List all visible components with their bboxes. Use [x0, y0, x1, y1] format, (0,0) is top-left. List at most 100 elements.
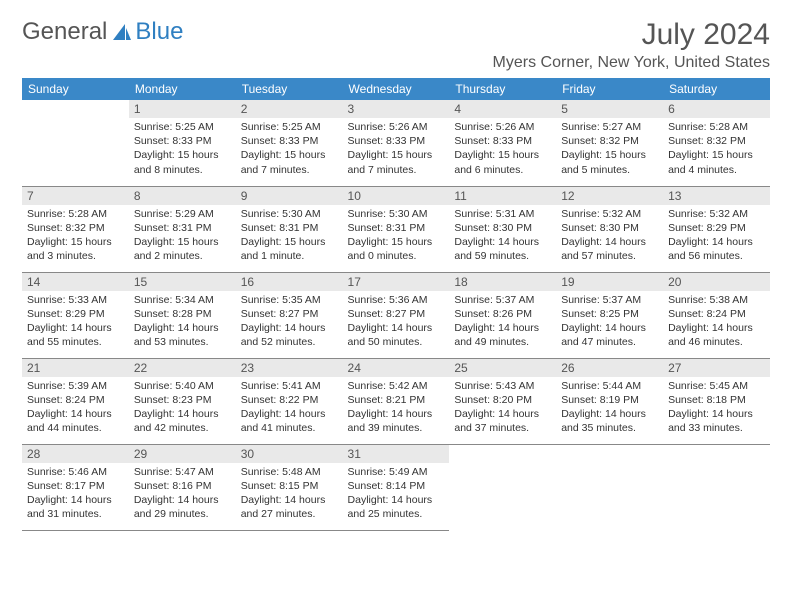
sunset-line: Sunset: 8:25 PM: [561, 307, 658, 321]
calendar-cell: 5Sunrise: 5:27 AMSunset: 8:32 PMDaylight…: [556, 100, 663, 186]
calendar-cell: 14Sunrise: 5:33 AMSunset: 8:29 PMDayligh…: [22, 272, 129, 358]
daylight-line: Daylight: 14 hours and 27 minutes.: [241, 493, 338, 521]
day-details: Sunrise: 5:27 AMSunset: 8:32 PMDaylight:…: [556, 118, 663, 181]
sunrise-line: Sunrise: 5:28 AM: [668, 120, 765, 134]
day-number: 26: [556, 359, 663, 377]
day-number: 20: [663, 273, 770, 291]
day-number: 8: [129, 187, 236, 205]
sunrise-line: Sunrise: 5:31 AM: [454, 207, 551, 221]
calendar-cell: 21Sunrise: 5:39 AMSunset: 8:24 PMDayligh…: [22, 358, 129, 444]
day-number: 29: [129, 445, 236, 463]
daylight-line: Daylight: 14 hours and 55 minutes.: [27, 321, 124, 349]
day-details: Sunrise: 5:29 AMSunset: 8:31 PMDaylight:…: [129, 205, 236, 268]
sunrise-line: Sunrise: 5:25 AM: [241, 120, 338, 134]
day-number: 5: [556, 100, 663, 118]
daylight-line: Daylight: 14 hours and 50 minutes.: [348, 321, 445, 349]
calendar-cell: 4Sunrise: 5:26 AMSunset: 8:33 PMDaylight…: [449, 100, 556, 186]
day-details: Sunrise: 5:37 AMSunset: 8:25 PMDaylight:…: [556, 291, 663, 354]
sunrise-line: Sunrise: 5:28 AM: [27, 207, 124, 221]
sunrise-line: Sunrise: 5:49 AM: [348, 465, 445, 479]
calendar-cell: 12Sunrise: 5:32 AMSunset: 8:30 PMDayligh…: [556, 186, 663, 272]
sunset-line: Sunset: 8:29 PM: [27, 307, 124, 321]
day-number: 7: [22, 187, 129, 205]
sunset-line: Sunset: 8:17 PM: [27, 479, 124, 493]
sunset-line: Sunset: 8:22 PM: [241, 393, 338, 407]
day-number: 2: [236, 100, 343, 118]
sunset-line: Sunset: 8:29 PM: [668, 221, 765, 235]
calendar-cell: 17Sunrise: 5:36 AMSunset: 8:27 PMDayligh…: [343, 272, 450, 358]
daylight-line: Daylight: 14 hours and 42 minutes.: [134, 407, 231, 435]
day-number: 23: [236, 359, 343, 377]
calendar-cell: 16Sunrise: 5:35 AMSunset: 8:27 PMDayligh…: [236, 272, 343, 358]
sunset-line: Sunset: 8:28 PM: [134, 307, 231, 321]
day-number: 24: [343, 359, 450, 377]
weekday-header: Monday: [129, 78, 236, 100]
day-details: Sunrise: 5:34 AMSunset: 8:28 PMDaylight:…: [129, 291, 236, 354]
daylight-line: Daylight: 14 hours and 25 minutes.: [348, 493, 445, 521]
sunset-line: Sunset: 8:16 PM: [134, 479, 231, 493]
calendar-cell: 20Sunrise: 5:38 AMSunset: 8:24 PMDayligh…: [663, 272, 770, 358]
weekday-header: Tuesday: [236, 78, 343, 100]
calendar-cell: 27Sunrise: 5:45 AMSunset: 8:18 PMDayligh…: [663, 358, 770, 444]
day-details: Sunrise: 5:46 AMSunset: 8:17 PMDaylight:…: [22, 463, 129, 526]
sunrise-line: Sunrise: 5:37 AM: [454, 293, 551, 307]
sunrise-line: Sunrise: 5:36 AM: [348, 293, 445, 307]
sunset-line: Sunset: 8:33 PM: [454, 134, 551, 148]
daylight-line: Daylight: 15 hours and 7 minutes.: [241, 148, 338, 176]
day-details: Sunrise: 5:45 AMSunset: 8:18 PMDaylight:…: [663, 377, 770, 440]
calendar-cell: 11Sunrise: 5:31 AMSunset: 8:30 PMDayligh…: [449, 186, 556, 272]
sunrise-line: Sunrise: 5:32 AM: [668, 207, 765, 221]
calendar-cell: 23Sunrise: 5:41 AMSunset: 8:22 PMDayligh…: [236, 358, 343, 444]
daylight-line: Daylight: 14 hours and 35 minutes.: [561, 407, 658, 435]
day-number: 27: [663, 359, 770, 377]
calendar-header-row: SundayMondayTuesdayWednesdayThursdayFrid…: [22, 78, 770, 100]
calendar-cell: 6Sunrise: 5:28 AMSunset: 8:32 PMDaylight…: [663, 100, 770, 186]
calendar-table: SundayMondayTuesdayWednesdayThursdayFrid…: [22, 78, 770, 531]
calendar-cell: 13Sunrise: 5:32 AMSunset: 8:29 PMDayligh…: [663, 186, 770, 272]
daylight-line: Daylight: 14 hours and 39 minutes.: [348, 407, 445, 435]
day-number: 15: [129, 273, 236, 291]
day-details: Sunrise: 5:26 AMSunset: 8:33 PMDaylight:…: [343, 118, 450, 181]
sunset-line: Sunset: 8:31 PM: [241, 221, 338, 235]
day-number: 22: [129, 359, 236, 377]
sunrise-line: Sunrise: 5:45 AM: [668, 379, 765, 393]
day-details: Sunrise: 5:49 AMSunset: 8:14 PMDaylight:…: [343, 463, 450, 526]
brand-word-2: Blue: [135, 18, 183, 46]
day-number: 21: [22, 359, 129, 377]
sunrise-line: Sunrise: 5:34 AM: [134, 293, 231, 307]
day-details: Sunrise: 5:32 AMSunset: 8:29 PMDaylight:…: [663, 205, 770, 268]
day-details: Sunrise: 5:47 AMSunset: 8:16 PMDaylight:…: [129, 463, 236, 526]
brand-logo: General Blue: [22, 18, 183, 46]
calendar-cell: 15Sunrise: 5:34 AMSunset: 8:28 PMDayligh…: [129, 272, 236, 358]
sunset-line: Sunset: 8:24 PM: [27, 393, 124, 407]
sunset-line: Sunset: 8:30 PM: [561, 221, 658, 235]
day-number: 19: [556, 273, 663, 291]
sunset-line: Sunset: 8:27 PM: [348, 307, 445, 321]
day-number: 13: [663, 187, 770, 205]
daylight-line: Daylight: 15 hours and 5 minutes.: [561, 148, 658, 176]
calendar-body: 1Sunrise: 5:25 AMSunset: 8:33 PMDaylight…: [22, 100, 770, 530]
daylight-line: Daylight: 14 hours and 57 minutes.: [561, 235, 658, 263]
weekday-header: Friday: [556, 78, 663, 100]
daylight-line: Daylight: 14 hours and 56 minutes.: [668, 235, 765, 263]
calendar-cell: 29Sunrise: 5:47 AMSunset: 8:16 PMDayligh…: [129, 444, 236, 530]
day-number: 25: [449, 359, 556, 377]
sunset-line: Sunset: 8:31 PM: [348, 221, 445, 235]
day-number: 10: [343, 187, 450, 205]
daylight-line: Daylight: 14 hours and 53 minutes.: [134, 321, 231, 349]
sunrise-line: Sunrise: 5:44 AM: [561, 379, 658, 393]
day-details: Sunrise: 5:30 AMSunset: 8:31 PMDaylight:…: [236, 205, 343, 268]
calendar-cell: 30Sunrise: 5:48 AMSunset: 8:15 PMDayligh…: [236, 444, 343, 530]
day-details: Sunrise: 5:31 AMSunset: 8:30 PMDaylight:…: [449, 205, 556, 268]
daylight-line: Daylight: 14 hours and 37 minutes.: [454, 407, 551, 435]
page-title: July 2024: [493, 18, 770, 52]
sunrise-line: Sunrise: 5:26 AM: [348, 120, 445, 134]
weekday-header: Thursday: [449, 78, 556, 100]
sunset-line: Sunset: 8:33 PM: [134, 134, 231, 148]
day-number: 12: [556, 187, 663, 205]
day-number: 18: [449, 273, 556, 291]
day-details: Sunrise: 5:28 AMSunset: 8:32 PMDaylight:…: [663, 118, 770, 181]
sunset-line: Sunset: 8:31 PM: [134, 221, 231, 235]
day-number: 6: [663, 100, 770, 118]
sunset-line: Sunset: 8:32 PM: [561, 134, 658, 148]
